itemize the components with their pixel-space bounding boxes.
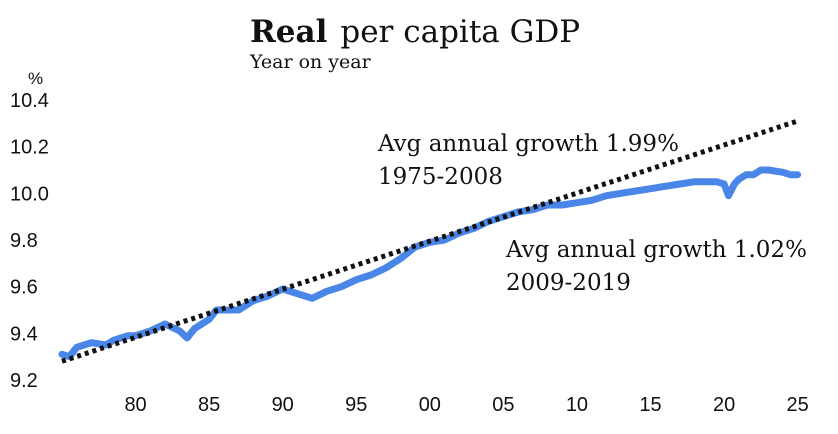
annotation-2009-2019: Avg annual growth 1.02% 2009-2019 [505,237,807,296]
chart-title: Real per capita GDP [250,14,580,50]
annotation-1975-2008-line1: Avg annual growth 1.99% [377,131,679,157]
x-tick-label: 25 [787,394,809,416]
x-tick-label: 10 [566,394,588,416]
x-tick-label: 90 [272,394,294,416]
gdp-series-line [58,166,802,361]
x-tick-label: 95 [345,394,367,416]
annotation-1975-2008: Avg annual growth 1.99% 1975-2008 [377,131,679,190]
y-tick-label: 9.8 [10,230,38,252]
x-tick-label: 80 [124,394,146,416]
chart-title-rest: per capita GDP [340,14,580,50]
x-tick-label: 05 [492,394,514,416]
annotation-1975-2008-line2: 1975-2008 [378,164,503,190]
annotation-2009-2019-line2: 2009-2019 [506,270,631,296]
y-tick-label: 10.4 [10,90,49,112]
annotation-2009-2019-line1: Avg annual growth 1.02% [505,237,807,263]
y-tick-label: 10.0 [10,183,49,205]
y-axis-unit-label: % [28,69,43,88]
x-tick-label: 15 [639,394,661,416]
x-tick-label: 85 [198,394,220,416]
x-axis-ticks: 80 85 90 95 00 05 10 15 20 25 [124,394,808,416]
y-tick-label: 9.4 [10,323,38,345]
chart-title-bold: Real [250,14,327,50]
y-tick-label: 9.6 [10,277,38,299]
y-axis-ticks: 9.2 9.4 9.6 9.8 10.0 10.2 10.4 [10,90,49,392]
x-tick-label: 00 [419,394,441,416]
y-tick-label: 10.2 [10,137,49,159]
series-lines [58,118,802,364]
y-tick-label: 9.2 [10,370,38,392]
x-tick-label: 20 [713,394,735,416]
chart-subtitle: Year on year [249,51,372,73]
trend-line-dotted [61,118,799,364]
